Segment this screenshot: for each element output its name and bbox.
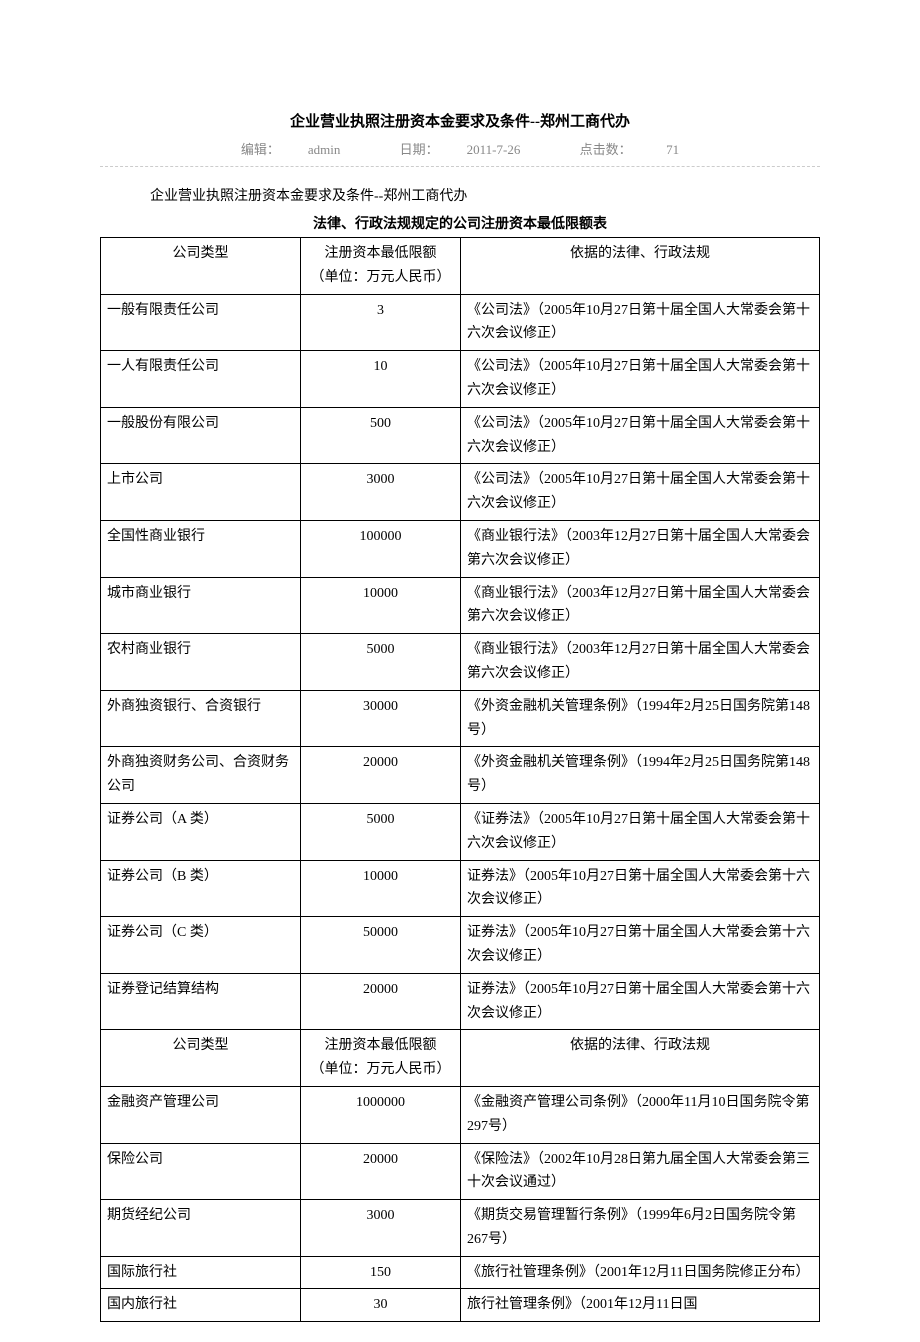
date-label: 日期：2011-7-26 xyxy=(386,142,535,157)
cell-law: 《公司法》（2005年10月27日第十届全国人大常委会第十六次会议修正） xyxy=(461,407,820,464)
table-row: 一人有限责任公司10《公司法》（2005年10月27日第十届全国人大常委会第十六… xyxy=(101,351,820,408)
table-row: 证券登记结算结构20000证券法》（2005年10月27日第十届全国人大常委会第… xyxy=(101,973,820,1030)
header-law: 依据的法律、行政法规 xyxy=(461,238,820,295)
cell-law: 《旅行社管理条例》（2001年12月11日国务院修正分布） xyxy=(461,1256,820,1289)
hits-label: 点击数： 71 xyxy=(566,142,694,157)
cell-law: 《期货交易管理暂行条例》（1999年6月2日国务院令第267号） xyxy=(461,1200,820,1257)
table-row: 城市商业银行10000《商业银行法》（2003年12月27日第十届全国人大常委会… xyxy=(101,577,820,634)
table-row: 证券公司（B 类）10000证券法》（2005年10月27日第十届全国人大常委会… xyxy=(101,860,820,917)
table-row: 国内旅行社30旅行社管理条例》（2001年12月11日国 xyxy=(101,1289,820,1322)
cell-type: 期货经纪公司 xyxy=(101,1200,301,1257)
cell-amount: 10000 xyxy=(301,577,461,634)
table-row: 外商独资银行、合资银行30000《外资金融机关管理条例》（1994年2月25日国… xyxy=(101,690,820,747)
table-row: 一般股份有限公司500《公司法》（2005年10月27日第十届全国人大常委会第十… xyxy=(101,407,820,464)
header-law: 依据的法律、行政法规 xyxy=(461,1030,820,1087)
cell-law: 《金融资产管理公司条例》（2000年11月10日国务院令第297号） xyxy=(461,1086,820,1143)
cell-amount: 1000000 xyxy=(301,1086,461,1143)
table-row: 上市公司3000《公司法》（2005年10月27日第十届全国人大常委会第十六次会… xyxy=(101,464,820,521)
table-row: 农村商业银行5000《商业银行法》（2003年12月27日第十届全国人大常委会第… xyxy=(101,634,820,691)
cell-type: 一人有限责任公司 xyxy=(101,351,301,408)
cell-type: 证券登记结算结构 xyxy=(101,973,301,1030)
cell-type: 全国性商业银行 xyxy=(101,520,301,577)
capital-table: 公司类型注册资本最低限额（单位：万元人民币）依据的法律、行政法规一般有限责任公司… xyxy=(100,237,820,1322)
cell-type: 证券公司（C 类） xyxy=(101,917,301,974)
cell-law: 《公司法》（2005年10月27日第十届全国人大常委会第十六次会议修正） xyxy=(461,464,820,521)
table-row: 期货经纪公司3000《期货交易管理暂行条例》（1999年6月2日国务院令第267… xyxy=(101,1200,820,1257)
intro-text: 企业营业执照注册资本金要求及条件--郑州工商代办 xyxy=(100,185,820,205)
cell-amount: 3 xyxy=(301,294,461,351)
table-row: 证券公司（A 类）5000《证券法》（2005年10月27日第十届全国人大常委会… xyxy=(101,803,820,860)
cell-amount: 20000 xyxy=(301,1143,461,1200)
cell-amount: 5000 xyxy=(301,634,461,691)
table-row: 一般有限责任公司3《公司法》（2005年10月27日第十届全国人大常委会第十六次… xyxy=(101,294,820,351)
cell-law: 《商业银行法》（2003年12月27日第十届全国人大常委会第六次会议修正） xyxy=(461,634,820,691)
cell-type: 上市公司 xyxy=(101,464,301,521)
header-type: 公司类型 xyxy=(101,1030,301,1087)
table-header-row: 公司类型注册资本最低限额（单位：万元人民币）依据的法律、行政法规 xyxy=(101,238,820,295)
table-title: 法律、行政法规规定的公司注册资本最低限额表 xyxy=(100,213,820,233)
header-type: 公司类型 xyxy=(101,238,301,295)
cell-law: 《证券法》（2005年10月27日第十届全国人大常委会第十六次会议修正） xyxy=(461,803,820,860)
cell-amount: 150 xyxy=(301,1256,461,1289)
cell-type: 国际旅行社 xyxy=(101,1256,301,1289)
cell-type: 保险公司 xyxy=(101,1143,301,1200)
cell-type: 国内旅行社 xyxy=(101,1289,301,1322)
cell-amount: 50000 xyxy=(301,917,461,974)
cell-law: 《商业银行法》（2003年12月27日第十届全国人大常委会第六次会议修正） xyxy=(461,520,820,577)
table-row: 外商独资财务公司、合资财务公司20000《外资金融机关管理条例》（1994年2月… xyxy=(101,747,820,804)
cell-type: 证券公司（B 类） xyxy=(101,860,301,917)
cell-amount: 30000 xyxy=(301,690,461,747)
cell-law: 证券法》（2005年10月27日第十届全国人大常委会第十六次会议修正） xyxy=(461,973,820,1030)
cell-type: 外商独资财务公司、合资财务公司 xyxy=(101,747,301,804)
editor-label: 编辑：admin xyxy=(227,142,355,157)
cell-law: 《保险法》（2002年10月28日第九届全国人大常委会第三十次会议通过） xyxy=(461,1143,820,1200)
cell-amount: 10 xyxy=(301,351,461,408)
header-amount: 注册资本最低限额（单位：万元人民币） xyxy=(301,238,461,295)
cell-amount: 3000 xyxy=(301,464,461,521)
cell-amount: 500 xyxy=(301,407,461,464)
cell-law: 旅行社管理条例》（2001年12月11日国 xyxy=(461,1289,820,1322)
cell-type: 金融资产管理公司 xyxy=(101,1086,301,1143)
cell-law: 《公司法》（2005年10月27日第十届全国人大常委会第十六次会议修正） xyxy=(461,294,820,351)
cell-type: 城市商业银行 xyxy=(101,577,301,634)
cell-law: 证券法》（2005年10月27日第十届全国人大常委会第十六次会议修正） xyxy=(461,917,820,974)
document-title: 企业营业执照注册资本金要求及条件--郑州工商代办 xyxy=(100,110,820,131)
table-header-row: 公司类型注册资本最低限额（单位：万元人民币）依据的法律、行政法规 xyxy=(101,1030,820,1087)
cell-amount: 20000 xyxy=(301,973,461,1030)
cell-amount: 20000 xyxy=(301,747,461,804)
cell-type: 一般股份有限公司 xyxy=(101,407,301,464)
table-row: 证券公司（C 类）50000证券法》（2005年10月27日第十届全国人大常委会… xyxy=(101,917,820,974)
cell-law: 《商业银行法》（2003年12月27日第十届全国人大常委会第六次会议修正） xyxy=(461,577,820,634)
table-row: 全国性商业银行100000《商业银行法》（2003年12月27日第十届全国人大常… xyxy=(101,520,820,577)
meta-row: 编辑：admin 日期：2011-7-26 点击数： 71 xyxy=(100,139,820,167)
cell-amount: 100000 xyxy=(301,520,461,577)
cell-type: 一般有限责任公司 xyxy=(101,294,301,351)
cell-law: 证券法》（2005年10月27日第十届全国人大常委会第十六次会议修正） xyxy=(461,860,820,917)
cell-amount: 30 xyxy=(301,1289,461,1322)
cell-type: 证券公司（A 类） xyxy=(101,803,301,860)
cell-type: 农村商业银行 xyxy=(101,634,301,691)
cell-type: 外商独资银行、合资银行 xyxy=(101,690,301,747)
cell-amount: 10000 xyxy=(301,860,461,917)
table-row: 金融资产管理公司1000000《金融资产管理公司条例》（2000年11月10日国… xyxy=(101,1086,820,1143)
cell-amount: 3000 xyxy=(301,1200,461,1257)
table-row: 保险公司20000《保险法》（2002年10月28日第九届全国人大常委会第三十次… xyxy=(101,1143,820,1200)
cell-law: 《外资金融机关管理条例》（1994年2月25日国务院第148号） xyxy=(461,747,820,804)
cell-law: 《外资金融机关管理条例》（1994年2月25日国务院第148号） xyxy=(461,690,820,747)
header-amount: 注册资本最低限额（单位：万元人民币） xyxy=(301,1030,461,1087)
table-row: 国际旅行社150《旅行社管理条例》（2001年12月11日国务院修正分布） xyxy=(101,1256,820,1289)
cell-amount: 5000 xyxy=(301,803,461,860)
cell-law: 《公司法》（2005年10月27日第十届全国人大常委会第十六次会议修正） xyxy=(461,351,820,408)
